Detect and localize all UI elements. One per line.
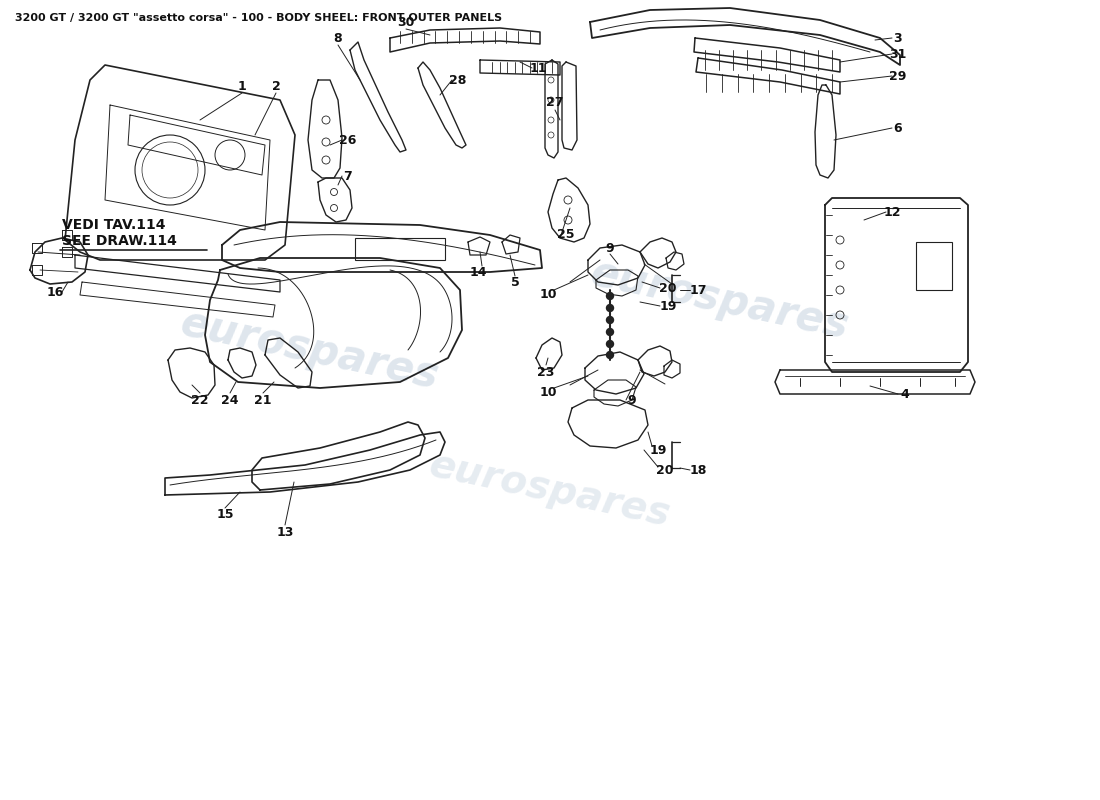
Text: 16: 16 (46, 286, 64, 298)
Text: 8: 8 (333, 31, 342, 45)
Circle shape (606, 341, 614, 347)
Text: 25: 25 (558, 227, 574, 241)
Text: 6: 6 (893, 122, 902, 134)
Text: eurospares: eurospares (177, 302, 443, 398)
Circle shape (606, 317, 614, 323)
Text: 22: 22 (191, 394, 209, 406)
Circle shape (606, 293, 614, 299)
Text: 27: 27 (547, 95, 563, 109)
Text: 26: 26 (339, 134, 356, 146)
Text: 24: 24 (221, 394, 239, 406)
Text: 14: 14 (470, 266, 486, 278)
Text: 9: 9 (628, 394, 636, 406)
Text: 19: 19 (649, 443, 667, 457)
Text: 23: 23 (537, 366, 554, 378)
Text: 29: 29 (889, 70, 906, 82)
Text: 3200 GT / 3200 GT "assetto corsa" - 100 - BODY SHEEL: FRONT OUTER PANELS: 3200 GT / 3200 GT "assetto corsa" - 100 … (15, 13, 502, 23)
Text: 2: 2 (272, 79, 280, 93)
Text: 10: 10 (539, 287, 557, 301)
Text: 17: 17 (690, 283, 706, 297)
Bar (355, 238, 446, 260)
Text: 13: 13 (276, 526, 294, 538)
Text: SEE DRAW.114: SEE DRAW.114 (62, 234, 177, 248)
Text: 12: 12 (883, 206, 901, 218)
Circle shape (606, 351, 614, 358)
Text: 1: 1 (238, 79, 246, 93)
Text: 4: 4 (901, 387, 910, 401)
Text: 20: 20 (659, 282, 676, 294)
Text: 30: 30 (397, 15, 415, 29)
Text: 9: 9 (606, 242, 614, 254)
Text: 7: 7 (343, 170, 352, 182)
Text: 20: 20 (657, 463, 673, 477)
Text: 28: 28 (449, 74, 466, 86)
Text: 19: 19 (659, 299, 676, 313)
Text: 15: 15 (217, 509, 233, 522)
Circle shape (606, 329, 614, 335)
Text: 5: 5 (510, 275, 519, 289)
Circle shape (606, 305, 614, 311)
Text: 31: 31 (889, 47, 906, 61)
Text: 11: 11 (529, 62, 547, 74)
Text: eurospares: eurospares (587, 252, 854, 348)
Text: VEDI TAV.114: VEDI TAV.114 (62, 218, 165, 232)
Text: 10: 10 (539, 386, 557, 398)
Text: 3: 3 (893, 31, 902, 45)
Text: eurospares: eurospares (426, 446, 674, 534)
Bar (916, 242, 952, 290)
Text: 21: 21 (254, 394, 272, 406)
Text: 18: 18 (690, 463, 706, 477)
